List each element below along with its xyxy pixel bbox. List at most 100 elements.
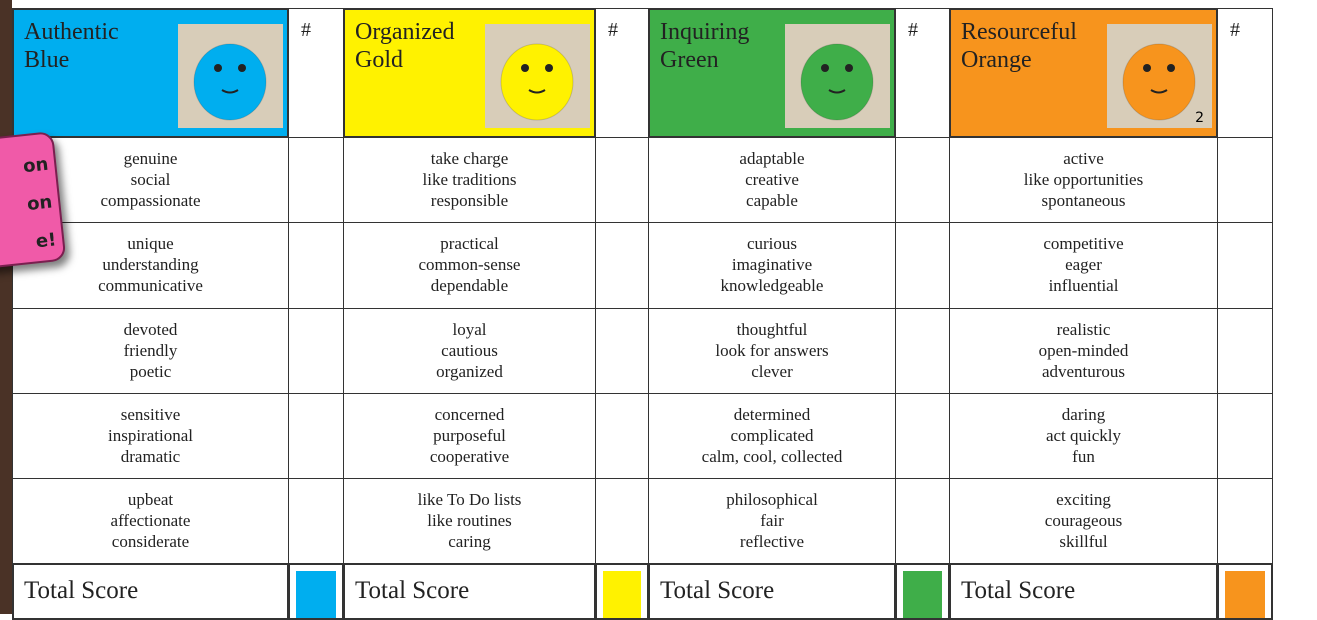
number-header: # bbox=[908, 19, 918, 41]
trait-cell: daring act quickly fun bbox=[949, 393, 1218, 479]
trait: poetic bbox=[129, 362, 172, 381]
score-cell bbox=[1217, 393, 1273, 479]
score-cell bbox=[1217, 478, 1273, 564]
score-cell bbox=[895, 393, 950, 479]
trait: inspirational bbox=[108, 426, 193, 445]
total-color-box bbox=[296, 571, 336, 618]
trait: philosophical bbox=[726, 490, 818, 509]
total-score-cell bbox=[895, 563, 950, 620]
trait-list: take charge like traditions responsible bbox=[344, 148, 595, 211]
trait-list: sensitive inspirational dramatic bbox=[13, 404, 288, 467]
trait: purposeful bbox=[433, 426, 506, 445]
trait: dramatic bbox=[120, 447, 181, 466]
trait: like traditions bbox=[422, 170, 517, 189]
total-color-box bbox=[603, 571, 641, 618]
character bbox=[500, 43, 574, 121]
trait: upbeat bbox=[127, 490, 174, 509]
total-cell: Total Score bbox=[648, 563, 896, 620]
character-image bbox=[785, 24, 890, 128]
trait: understanding bbox=[102, 255, 199, 274]
trait-list: realistic open-minded adventurous bbox=[950, 319, 1217, 382]
trait-cell: active like opportunities spontaneous bbox=[949, 137, 1218, 223]
score-cell bbox=[288, 222, 344, 309]
title-line: Orange bbox=[961, 47, 1032, 73]
total-score-cell bbox=[1217, 563, 1273, 620]
trait: active bbox=[1063, 149, 1104, 168]
total-cell: Total Score bbox=[949, 563, 1218, 620]
score-cell bbox=[595, 308, 649, 394]
trait: capable bbox=[746, 191, 798, 210]
trait: like opportunities bbox=[1023, 170, 1144, 189]
trait: eager bbox=[1065, 255, 1102, 274]
number-header-cell: # bbox=[1217, 8, 1273, 138]
trait-cell: take charge like traditions responsible bbox=[343, 137, 596, 223]
trait: practical bbox=[440, 234, 499, 253]
total-cell: Total Score bbox=[12, 563, 289, 620]
trait: social bbox=[130, 170, 171, 189]
trait-cell: realistic open-minded adventurous bbox=[949, 308, 1218, 394]
trait: clever bbox=[751, 362, 793, 381]
trait: communicative bbox=[98, 276, 203, 295]
number-header-cell: # bbox=[288, 8, 344, 138]
title-line: Blue bbox=[24, 47, 70, 73]
trait: unique bbox=[127, 234, 174, 253]
score-cell bbox=[1217, 308, 1273, 394]
trait-cell: thoughtful look for answers clever bbox=[648, 308, 896, 394]
trait-list: loyal cautious organized bbox=[344, 319, 595, 382]
trait: responsible bbox=[430, 191, 509, 210]
trait: take charge bbox=[430, 149, 509, 168]
trait-list: unique understanding communicative bbox=[13, 233, 288, 296]
trait: courageous bbox=[1044, 511, 1123, 530]
trait-cell: exciting courageous skillful bbox=[949, 478, 1218, 564]
header-cell: Inquiring Green bbox=[648, 8, 896, 138]
trait: curious bbox=[746, 234, 798, 253]
trait: creative bbox=[745, 170, 799, 189]
trait: determined bbox=[733, 405, 811, 424]
trait: competitive bbox=[1043, 234, 1124, 253]
trait: adventurous bbox=[1041, 362, 1126, 381]
trait-cell: loyal cautious organized bbox=[343, 308, 596, 394]
title-line: Authentic bbox=[24, 19, 119, 45]
trait: concerned bbox=[434, 405, 505, 424]
trait: caring bbox=[448, 532, 491, 551]
trait-cell: concerned purposeful cooperative bbox=[343, 393, 596, 479]
trait-list: thoughtful look for answers clever bbox=[649, 319, 895, 382]
score-cell bbox=[1217, 137, 1273, 223]
trait-cell: determined complicated calm, cool, collect… bbox=[648, 393, 896, 479]
trait-list: concerned purposeful cooperative bbox=[344, 404, 595, 467]
trait: realistic bbox=[1056, 320, 1111, 339]
character bbox=[193, 43, 267, 121]
header-title: Inquiring Green bbox=[660, 18, 749, 74]
total-label: Total Score bbox=[24, 577, 139, 604]
score-cell bbox=[895, 478, 950, 564]
trait-list: active like opportunities spontaneous bbox=[950, 148, 1217, 211]
trait: calm, cool, collected bbox=[701, 447, 843, 466]
character bbox=[1122, 43, 1196, 121]
score-cell bbox=[595, 137, 649, 223]
trait-list: adaptable creative capable bbox=[649, 148, 895, 211]
trait-cell: unique understanding communicative bbox=[12, 222, 289, 309]
total-label: Total Score bbox=[961, 577, 1076, 604]
trait: fun bbox=[1072, 447, 1095, 466]
header-cell: Organized Gold bbox=[343, 8, 596, 138]
header-title: Resourceful Orange bbox=[961, 18, 1077, 74]
score-cell bbox=[288, 308, 344, 394]
trait: considerate bbox=[111, 532, 190, 551]
trait: act quickly bbox=[1045, 426, 1122, 445]
character-image bbox=[485, 24, 590, 128]
trait-list: curious imaginative knowledgeable bbox=[649, 233, 895, 296]
title-line: Resourceful bbox=[961, 19, 1077, 45]
trait: open-minded bbox=[1038, 341, 1129, 360]
trait-cell: sensitive inspirational dramatic bbox=[12, 393, 289, 479]
trait: thoughtful bbox=[736, 320, 808, 339]
trait: spontaneous bbox=[1041, 191, 1126, 210]
trait-list: genuine social compassionate bbox=[13, 148, 288, 211]
total-label: Total Score bbox=[660, 577, 775, 604]
title-line: Organized bbox=[355, 19, 455, 45]
trait: fair bbox=[760, 511, 784, 530]
total-color-box bbox=[903, 571, 942, 618]
trait: imaginative bbox=[731, 255, 813, 274]
trait: exciting bbox=[1056, 490, 1111, 509]
trait-list: upbeat affectionate considerate bbox=[13, 489, 288, 552]
score-cell bbox=[595, 222, 649, 309]
